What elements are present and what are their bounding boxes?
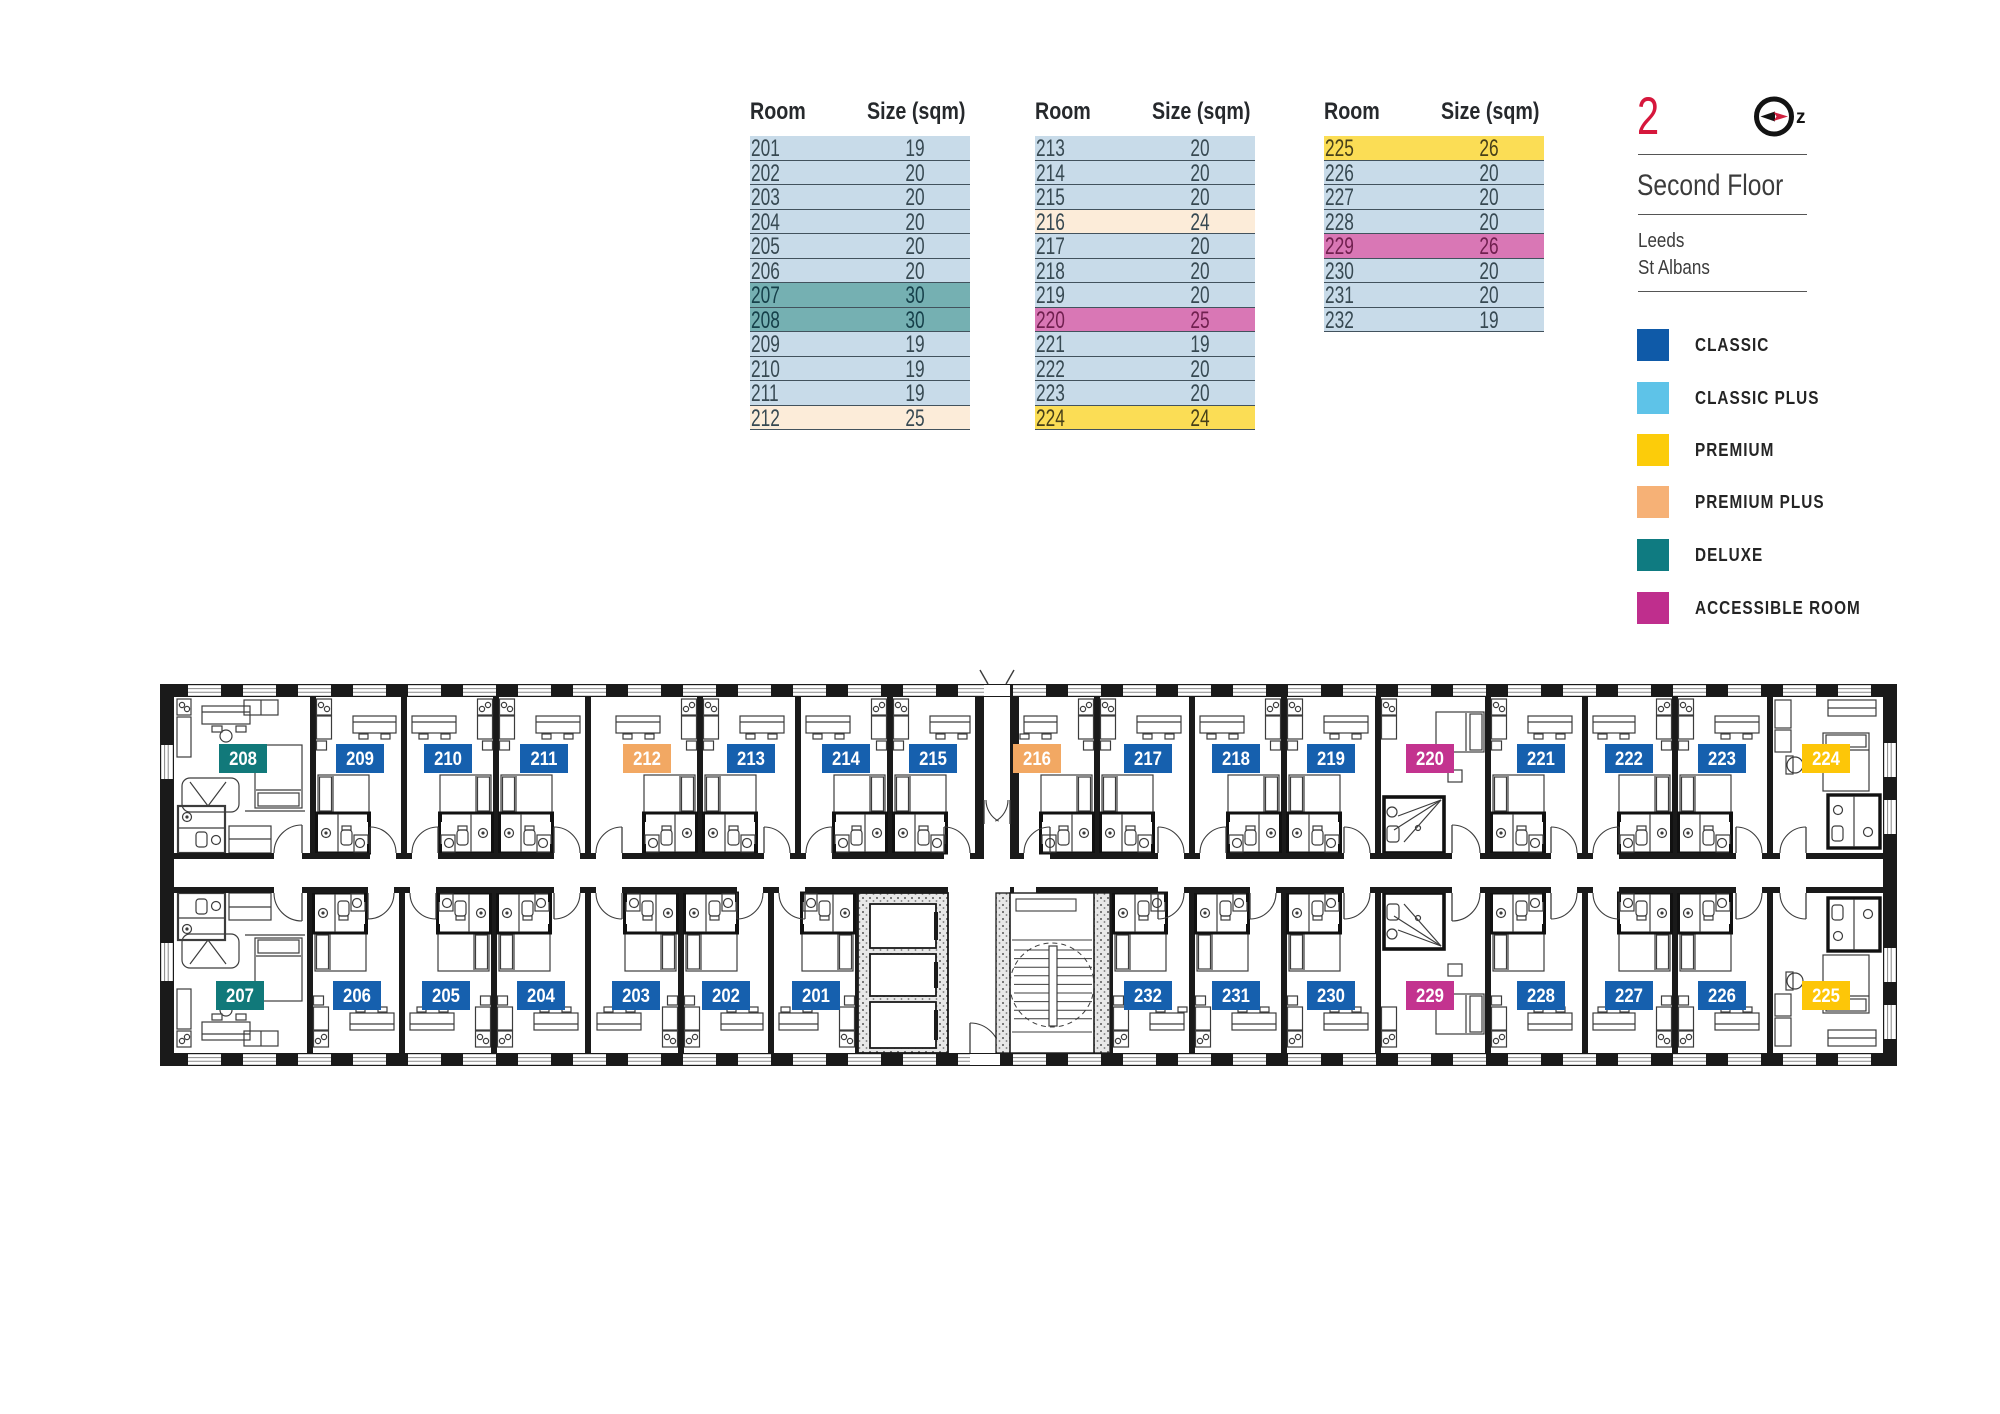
svg-text:225: 225 (1812, 985, 1840, 1006)
svg-text:202: 202 (712, 985, 740, 1006)
svg-text:232: 232 (1134, 985, 1162, 1006)
svg-text:212: 212 (633, 748, 661, 769)
svg-text:213: 213 (737, 748, 765, 769)
svg-text:207: 207 (226, 985, 254, 1006)
svg-text:216: 216 (1023, 748, 1051, 769)
svg-text:215: 215 (919, 748, 947, 769)
svg-text:223: 223 (1708, 748, 1736, 769)
svg-text:221: 221 (1527, 748, 1555, 769)
svg-text:217: 217 (1134, 748, 1162, 769)
svg-text:231: 231 (1222, 985, 1250, 1006)
svg-text:219: 219 (1317, 748, 1345, 769)
svg-text:204: 204 (527, 985, 555, 1006)
svg-text:227: 227 (1615, 985, 1643, 1006)
svg-text:229: 229 (1416, 985, 1444, 1006)
svg-text:z: z (1796, 107, 1806, 128)
svg-text:203: 203 (622, 985, 650, 1006)
svg-text:201: 201 (802, 985, 830, 1006)
svg-text:218: 218 (1222, 748, 1250, 769)
svg-text:228: 228 (1527, 985, 1555, 1006)
svg-text:224: 224 (1812, 748, 1840, 769)
svg-text:214: 214 (832, 748, 860, 769)
svg-text:208: 208 (229, 748, 257, 769)
svg-text:220: 220 (1416, 748, 1444, 769)
svg-text:230: 230 (1317, 985, 1345, 1006)
svg-text:209: 209 (346, 748, 374, 769)
svg-text:226: 226 (1708, 985, 1736, 1006)
svg-text:205: 205 (432, 985, 460, 1006)
svg-text:210: 210 (434, 748, 462, 769)
svg-text:211: 211 (531, 748, 558, 769)
svg-text:206: 206 (343, 985, 371, 1006)
svg-text:222: 222 (1615, 748, 1643, 769)
